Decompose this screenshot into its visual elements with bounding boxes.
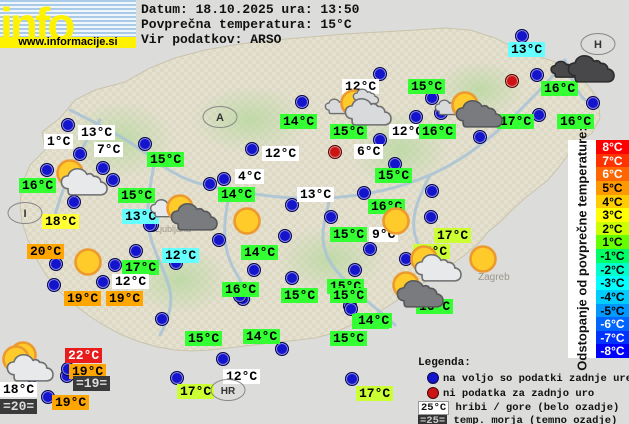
svg-text:Ljubljana: Ljubljana xyxy=(155,224,191,234)
svg-text:Zagreb: Zagreb xyxy=(478,272,510,283)
